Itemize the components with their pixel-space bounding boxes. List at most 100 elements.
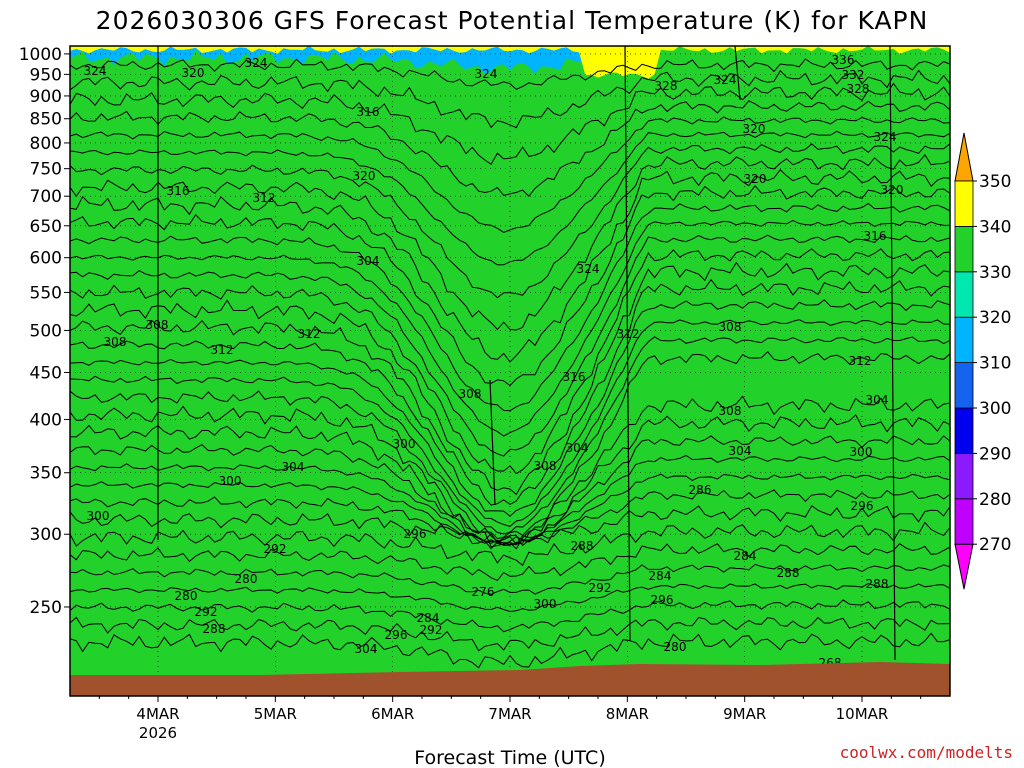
credit-link[interactable]: coolwx.com/modelts — [840, 743, 1013, 762]
y-tick-label: 700 — [30, 187, 62, 207]
x-axis: 4MAR 5MAR 6MAR 7MAR 8MAR 9MAR 10MAR — [98, 696, 922, 723]
contour-label: 304 — [355, 642, 378, 656]
colorbar-tick-label: 330 — [979, 263, 1011, 283]
contour-label: 300 — [219, 474, 242, 488]
contour-label: 300 — [534, 597, 557, 611]
colorbar-min-arrow — [954, 543, 974, 590]
contour-label: 308 — [104, 335, 127, 349]
contour-label: 284 — [649, 569, 672, 583]
contour-label: 308 — [719, 404, 742, 418]
y-tick-label: 600 — [30, 249, 62, 269]
colorbar-segment — [954, 271, 974, 318]
contour-label: 296 — [851, 499, 874, 513]
colorbar-tick-label: 270 — [979, 535, 1011, 555]
y-tick-label: 550 — [30, 283, 62, 303]
contour-line — [70, 69, 950, 129]
grid-lines — [70, 46, 950, 696]
x-tick-label: 10MAR — [836, 705, 889, 723]
contour-label: 320 — [881, 183, 904, 197]
contour-label: 324 — [874, 130, 897, 144]
contour-label: 296 — [651, 593, 674, 607]
colorbar-segment — [954, 316, 974, 364]
contour-label: 336 — [832, 53, 855, 67]
contour-line — [70, 599, 950, 633]
colorbar-tick-label: 320 — [979, 308, 1011, 328]
contour-label: 320 — [744, 172, 767, 186]
colorbar-segment — [954, 362, 974, 409]
x-tick-label: 6MAR — [371, 705, 414, 723]
colorbar-segment — [954, 407, 974, 454]
colorbar-tick-label: 290 — [979, 444, 1011, 464]
contour-line — [70, 100, 950, 197]
contour-line — [70, 563, 950, 595]
contour-label: 286 — [689, 483, 712, 497]
contour-label: 288 — [571, 539, 594, 553]
contour-label: 288 — [866, 577, 889, 591]
contour-label: 300 — [850, 445, 873, 459]
contour-label: 296 — [404, 527, 427, 541]
contour-label: 304 — [566, 441, 589, 455]
contour-label: 316 — [864, 229, 887, 243]
contour-line — [70, 435, 950, 550]
y-tick-label: 800 — [30, 134, 62, 154]
contour-label: 312 — [211, 343, 234, 357]
contour-label: 320 — [743, 122, 766, 136]
contour-label: 328 — [655, 79, 678, 93]
contour-line — [70, 185, 950, 387]
contour-line — [889, 46, 896, 661]
contour-label: 284 — [417, 611, 440, 625]
contour-line — [70, 82, 950, 166]
contour-label: 276 — [472, 585, 495, 599]
colorbar-tick-label: 280 — [979, 490, 1011, 510]
contour-label: 288 — [777, 566, 800, 580]
contour-line — [70, 278, 950, 506]
x-tick-label: 4MAR — [136, 705, 179, 723]
contour-label: 324 — [84, 64, 107, 78]
y-axis: 250 300 350 400 450 500 550 600 650 700 750 800 850 9… — [19, 45, 70, 618]
contour-label: 288 — [203, 622, 226, 636]
contour-line — [70, 473, 950, 546]
y-tick-label: 400 — [30, 410, 62, 430]
contour-label: 316 — [167, 184, 190, 198]
contour-label: 280 — [235, 572, 258, 586]
y-tick-label: 900 — [30, 87, 62, 107]
contour-label: 296 — [385, 628, 408, 642]
contour-label: 300 — [393, 437, 416, 451]
contour-label: 292 — [195, 605, 218, 619]
terrain-ground — [70, 662, 950, 696]
contour-label: 280 — [664, 640, 687, 654]
contour-line — [70, 248, 950, 475]
colorbar-tick-label: 300 — [979, 399, 1011, 419]
colorbar-tick-label: 310 — [979, 354, 1011, 374]
x-tick-label: 9MAR — [723, 705, 766, 723]
contour-label: 304 — [282, 460, 305, 474]
contour-label: 280 — [175, 589, 198, 603]
contour-label: 304 — [729, 444, 752, 458]
contour-label: 300 — [87, 509, 110, 523]
contour-label: 308 — [459, 387, 482, 401]
temperature-bands — [70, 46, 950, 696]
y-tick-label: 750 — [30, 160, 62, 180]
y-tick-label: 850 — [30, 110, 62, 130]
contour-label: 316 — [563, 370, 586, 384]
contour-label: 312 — [617, 327, 640, 341]
colorbar-segment — [954, 180, 974, 227]
y-tick-label: 500 — [30, 321, 62, 341]
contour-label: 312 — [253, 191, 276, 205]
y-tick-label: 950 — [30, 65, 62, 85]
contour-label: 292 — [264, 542, 287, 556]
x-tick-label: 7MAR — [488, 705, 531, 723]
y-tick-label: 350 — [30, 464, 62, 484]
colorbar: 270 280 290 300 310 320 330 340 350 — [954, 132, 1011, 590]
contour-line — [70, 234, 950, 457]
contour-label: 292 — [420, 623, 443, 637]
x-tick-label: 8MAR — [606, 705, 649, 723]
colorbar-segment — [954, 498, 974, 545]
contour-line — [70, 616, 950, 652]
contour-line — [70, 154, 950, 331]
x-tick-label: 5MAR — [254, 705, 297, 723]
contour-line — [734, 46, 741, 101]
contour-line — [70, 116, 950, 233]
contour-label: 320 — [353, 169, 376, 183]
contour-line — [70, 261, 950, 496]
